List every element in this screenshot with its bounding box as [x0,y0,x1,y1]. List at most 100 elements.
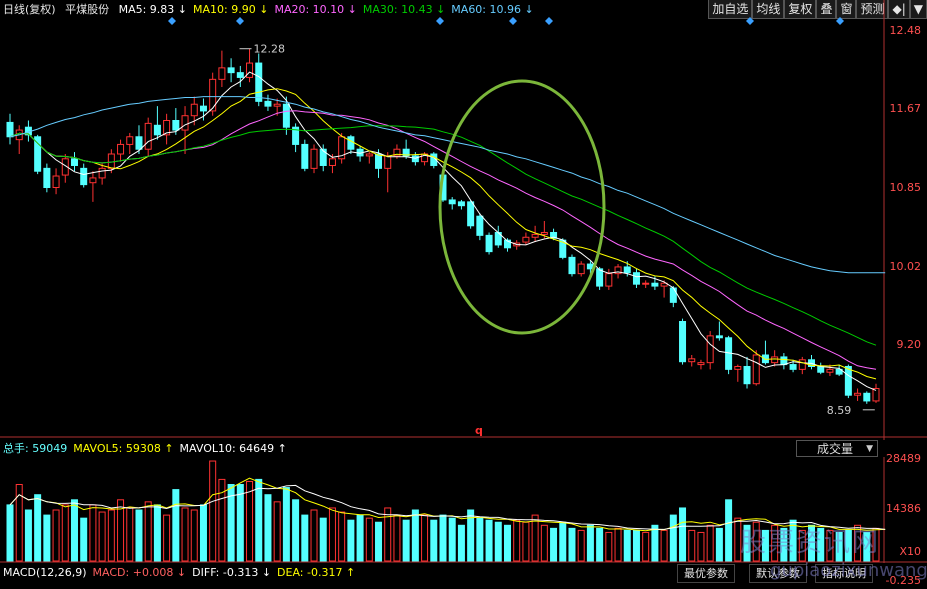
q-marker: q [475,424,483,437]
volume-bar [623,529,631,562]
volume-bar [586,524,594,562]
volume-bar [421,514,429,562]
volume-bar [301,514,309,562]
candle-body [531,233,539,238]
price-tick-label: 9.20 [896,338,922,352]
candle-body [411,155,419,163]
volume-bar [761,529,769,562]
volume-bar [568,527,576,562]
candle-body [697,362,705,366]
volume-bar [835,531,843,562]
volume-ma-line [9,484,886,530]
toolbar-button[interactable]: 均线 [752,0,785,19]
volume-stat-label: MAVOL5: 59308 ↑ [73,442,174,455]
candle-body [107,153,115,169]
volume-bar [375,521,383,562]
volume-bar [292,499,300,562]
volume-indicator-select[interactable]: 成交量 ▼ [796,440,878,457]
event-marker-icon [545,17,553,25]
candle-body [144,122,152,150]
candle-body [651,282,659,287]
candle-body [227,67,235,74]
candle-body [135,136,143,150]
candle-body [347,136,355,150]
volume-bar [734,517,742,562]
low-price-label: 8.59 [827,404,852,417]
candle-body [688,358,696,363]
volume-bar [826,529,834,562]
tab-optimal-params[interactable]: 最优参数 [677,564,735,583]
candle-body [126,136,134,145]
candle-body [457,201,465,207]
volume-chart [0,457,927,563]
toolbar-button[interactable]: ▼ [909,0,927,19]
toolbar-button[interactable]: 预测 [856,0,889,19]
candle-body [679,321,687,363]
event-marker-icon [509,17,517,25]
volume-bar [531,514,539,562]
candle-body [384,155,392,169]
volume-bar [457,524,465,562]
candle-body [153,124,161,136]
volume-tick-label: 28489 [886,452,921,465]
price-tick-label: 10.85 [889,180,922,194]
candle-body [614,266,622,275]
volume-header: 总手: 59049 MAVOL5: 59308 ↑ MAVOL10: 64649 ↑ [3,440,293,457]
toolbar-button[interactable]: 叠 [816,0,837,19]
volume-bar [844,529,852,562]
candle-body [485,234,493,253]
toolbar-button[interactable]: ◆| [888,0,910,19]
volume-bar [476,517,484,562]
candle-body [34,136,42,172]
volume-bar [6,504,14,562]
volume-bar [854,524,862,562]
candle-body [246,62,254,78]
tab-default-params[interactable]: 默认参数 [749,564,807,583]
candle-body [301,143,309,169]
candle-body [310,148,318,169]
volume-bar [752,521,760,562]
volume-bar [144,501,152,562]
candle-body [319,148,327,166]
watermark-url: gupiaozixunwang [770,560,927,581]
volume-bar [347,519,355,562]
volume-bar [697,531,705,562]
volume-bar [365,517,373,562]
ma-label: MA60: 10.96 ↓ [451,3,534,16]
watermark: 股票资讯网 [740,528,881,558]
ma-label: MA10: 9.90 ↓ [193,3,269,16]
candle-body [43,167,51,189]
candle-body [282,103,290,128]
candle-body [209,78,217,112]
candle-body [70,158,78,166]
volume-bar [669,514,677,562]
volume-bar [163,514,171,562]
macd-stat-label: DEA: -0.317 ↑ [277,566,356,579]
volume-tick-label: 14386 [886,502,921,515]
event-marker-icon [168,17,176,25]
volume-bar [89,504,97,562]
macd-axis-label: -0.235 [885,574,921,587]
volume-bar [605,531,613,562]
volume-bar [338,511,346,562]
candle-body [218,67,226,80]
volume-bar [789,519,797,562]
volume-bar [660,529,668,562]
toolbar-button[interactable]: 复权 [784,0,817,19]
volume-bar [651,524,659,562]
tab-indicator-help[interactable]: 指标说明 [815,564,873,583]
candle-body [605,273,613,287]
candle-body [550,231,558,239]
volume-bar [34,494,42,562]
toolbar-button[interactable]: 加自选 [708,0,753,19]
ma-line [9,96,886,274]
candle-body [540,231,548,235]
ma-label: MA20: 10.10 ↓ [274,3,357,16]
volume-bar [52,509,60,562]
macd-header: MACD(12,26,9) MACD: +0.008 ↓ DIFF: -0.313 … [3,564,361,581]
volume-bar [135,509,143,562]
candle-body [568,256,576,275]
price-chart: 12.28 8.59 q [0,0,927,440]
price-tick-label: 12.48 [889,24,922,38]
toolbar-button[interactable]: 窗 [836,0,857,19]
